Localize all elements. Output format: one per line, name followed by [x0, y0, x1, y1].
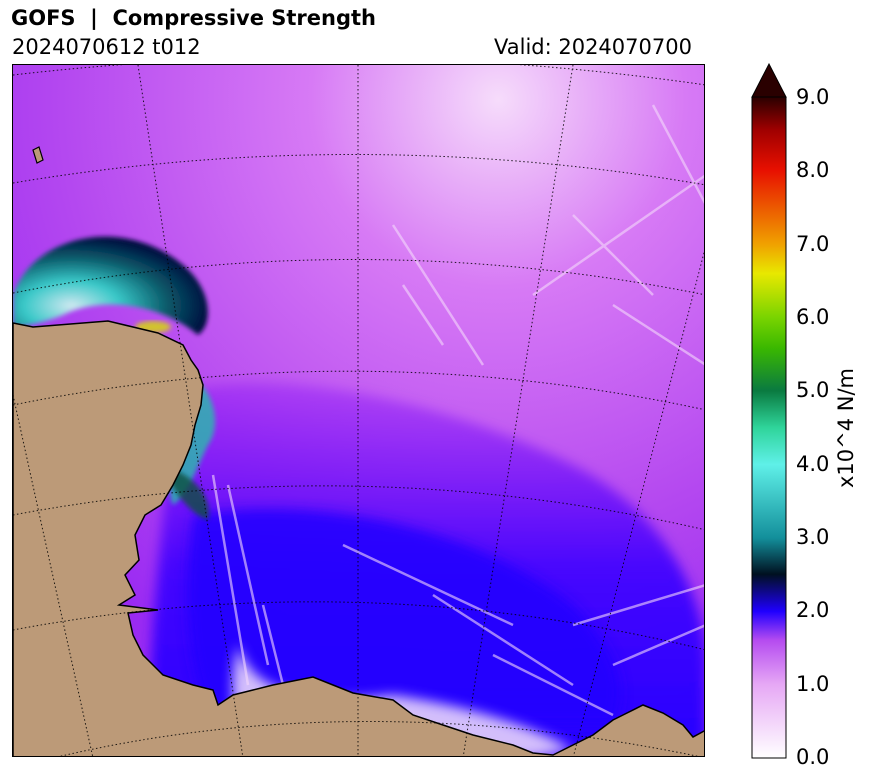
pressure-arc: [13, 236, 208, 335]
chart-title: GOFS | Compressive Strength: [11, 6, 376, 30]
island: [32, 146, 44, 164]
colorbar-extend-max: [751, 63, 787, 98]
colorbar-tick: 1.0: [796, 672, 830, 696]
colorbar-tick: 0.0: [796, 745, 830, 769]
valid-label: Valid: 2024070700: [494, 35, 692, 59]
run-label: 2024070612 t012: [12, 35, 201, 59]
colorbar-tick: 5.0: [796, 378, 830, 402]
colorbar-tick: 3.0: [796, 525, 830, 549]
colorbar-gradient: [751, 96, 787, 759]
colorbar-label: x10^4 N/m: [834, 367, 858, 489]
graticule: [13, 65, 704, 756]
colorbar-tick: 9.0: [796, 85, 830, 109]
ice-leads: [211, 104, 704, 717]
blue-core: [187, 509, 621, 725]
colorbar-tick: 7.0: [796, 232, 830, 256]
land-left: [13, 320, 704, 756]
colorbar-tick: 4.0: [796, 452, 830, 476]
map-svg: [13, 65, 704, 756]
colorbar-tick: 6.0: [796, 305, 830, 329]
map-panel: [12, 64, 705, 757]
colorbar-tick: 8.0: [796, 158, 830, 182]
colorbar-tick: 2.0: [796, 598, 830, 622]
colorbar: [751, 63, 787, 759]
